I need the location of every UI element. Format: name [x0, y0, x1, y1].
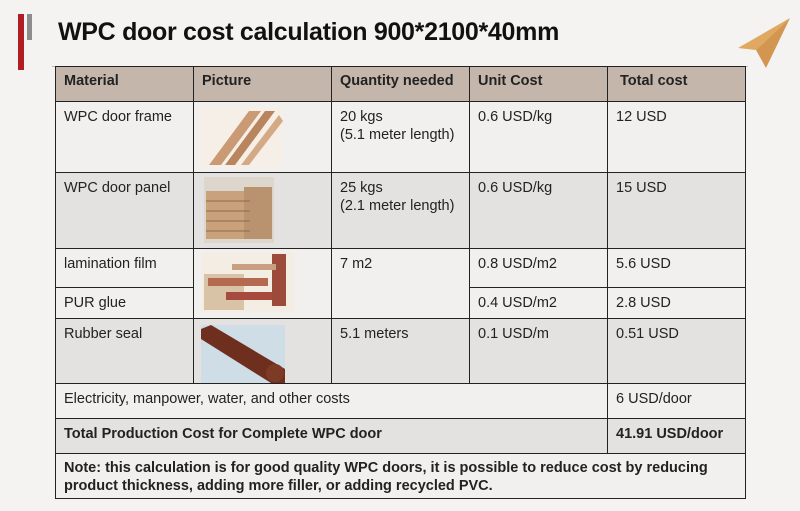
- door-panel-stack-image: [204, 177, 274, 243]
- cell-quantity: 5.1 meters: [331, 318, 470, 384]
- other-costs-label: Electricity, manpower, water, and other …: [55, 383, 608, 419]
- accent-bar-red: [18, 14, 24, 70]
- quantity-value: 20 kgs: [340, 109, 383, 125]
- grand-total-value: 41.91 USD/door: [607, 418, 746, 454]
- cell-unit-cost: 0.6 USD/kg: [469, 101, 608, 173]
- note: Note: this calculation is for good quali…: [55, 453, 746, 499]
- cell-picture: [193, 318, 332, 384]
- cell-unit-cost: 0.6 USD/kg: [469, 172, 608, 249]
- cell-total: 12 USD: [607, 101, 746, 173]
- cell-material: Rubber seal: [55, 318, 194, 384]
- page-title: WPC door cost calculation 900*2100*40mm: [58, 18, 559, 46]
- header-total: Total cost: [607, 66, 746, 102]
- cell-unit-cost: 0.1 USD/m: [469, 318, 608, 384]
- quantity-note: (5.1 meter length): [340, 127, 455, 143]
- cell-material: WPC door panel: [55, 172, 194, 249]
- header-material: Material: [55, 66, 194, 102]
- cell-total: 5.6 USD: [607, 248, 746, 288]
- cell-total: 15 USD: [607, 172, 746, 249]
- accent-bar-gray: [27, 14, 32, 40]
- cell-total: 2.8 USD: [607, 287, 746, 319]
- cell-picture: [193, 248, 332, 319]
- cell-quantity: 7 m2: [331, 248, 470, 319]
- other-costs-value: 6 USD/door: [607, 383, 746, 419]
- cell-quantity: 20 kgs (5.1 meter length): [331, 101, 470, 173]
- quantity-note: (2.1 meter length): [340, 198, 455, 214]
- cell-total: 0.51 USD: [607, 318, 746, 384]
- cell-picture: [193, 101, 332, 173]
- header-unit-cost: Unit Cost: [469, 66, 608, 102]
- cell-picture: [193, 172, 332, 249]
- header-quantity: Quantity needed: [331, 66, 470, 102]
- header-picture: Picture: [193, 66, 332, 102]
- grand-total-label: Total Production Cost for Complete WPC d…: [55, 418, 608, 454]
- cell-material: lamination film: [55, 248, 194, 288]
- cell-quantity: 25 kgs (2.1 meter length): [331, 172, 470, 249]
- door-frame-profile-image: [199, 107, 283, 167]
- lamination-film-image: [202, 252, 294, 312]
- cell-unit-cost: 0.8 USD/m2: [469, 248, 608, 288]
- paper-plane-icon: [738, 18, 790, 68]
- cell-unit-cost: 0.4 USD/m2: [469, 287, 608, 319]
- cell-material: PUR glue: [55, 287, 194, 319]
- cell-material: WPC door frame: [55, 101, 194, 173]
- rubber-seal-image: [201, 325, 285, 383]
- quantity-value: 25 kgs: [340, 180, 383, 196]
